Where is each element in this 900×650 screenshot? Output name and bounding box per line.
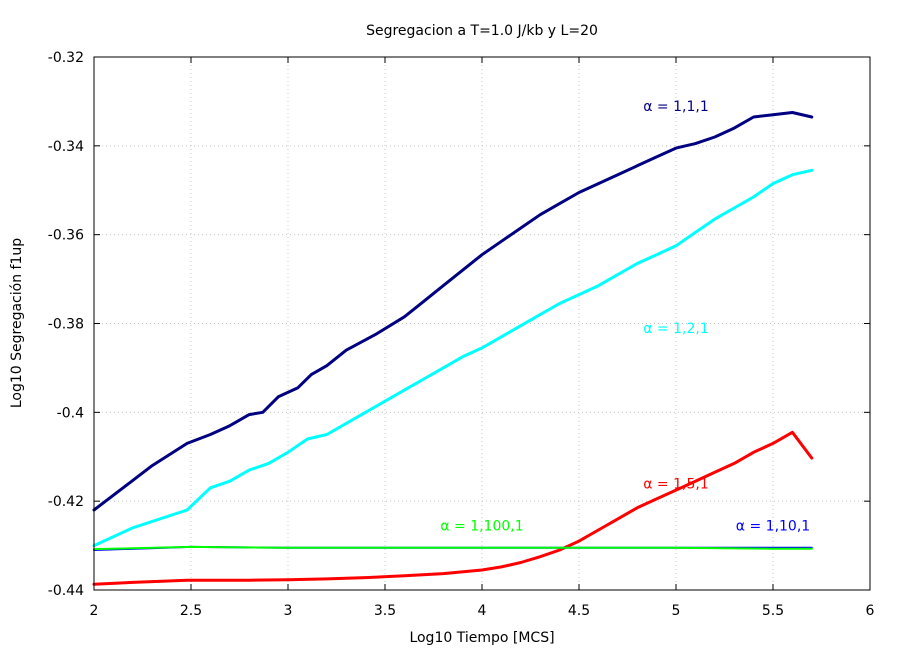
y-tick-label: -0.4	[57, 405, 84, 421]
y-tick-label: -0.42	[48, 494, 84, 510]
y-tick-label: -0.36	[48, 228, 84, 244]
x-tick-label: 4.5	[568, 603, 590, 619]
y-tick-label: -0.44	[48, 583, 84, 599]
grid	[94, 57, 870, 590]
series-label-3: α = 1,5,1	[643, 476, 708, 492]
x-tick-label: 4	[478, 603, 487, 619]
series-labels: α = 1,1,1 α = 1,2,1 α = 1,5,1 α = 1,10,1 α =…	[440, 99, 810, 535]
series-line-2	[92, 168, 814, 548]
x-tick-label: 5.5	[762, 603, 784, 619]
x-axis-label: Log10 Tiempo [MCS]	[409, 630, 554, 646]
x-tick-label: 6	[866, 603, 875, 619]
x-tick-label: 5	[672, 603, 681, 619]
axis-ticks: 2 2.5 3 3.5 4 4.5 5 5.5 6 -0.44 -0.42 -0.4 -0.38 -0.3…	[48, 50, 875, 619]
chart-title: Segregacion a T=1.0 J/kb y L=20	[366, 23, 598, 39]
series-line-5	[93, 545, 813, 551]
series-line-1	[92, 111, 814, 512]
series-label-1: α = 1,1,1	[643, 99, 708, 115]
x-tick-label: 3	[284, 603, 293, 619]
series-label-5: α = 1,100,1	[440, 519, 523, 535]
series-layer	[92, 111, 814, 586]
series-line-3	[92, 430, 814, 586]
series-label-2: α = 1,2,1	[643, 321, 708, 337]
x-tick-label: 2.5	[180, 603, 202, 619]
y-tick-label: -0.32	[48, 50, 84, 66]
x-tick-label: 2	[90, 603, 99, 619]
y-axis-label: Log10 Segregación f1up	[9, 238, 25, 408]
y-tick-label: -0.34	[48, 139, 84, 155]
y-tick-label: -0.38	[48, 317, 84, 333]
series-label-4: α = 1,10,1	[736, 519, 810, 535]
x-tick-label: 3.5	[374, 603, 396, 619]
